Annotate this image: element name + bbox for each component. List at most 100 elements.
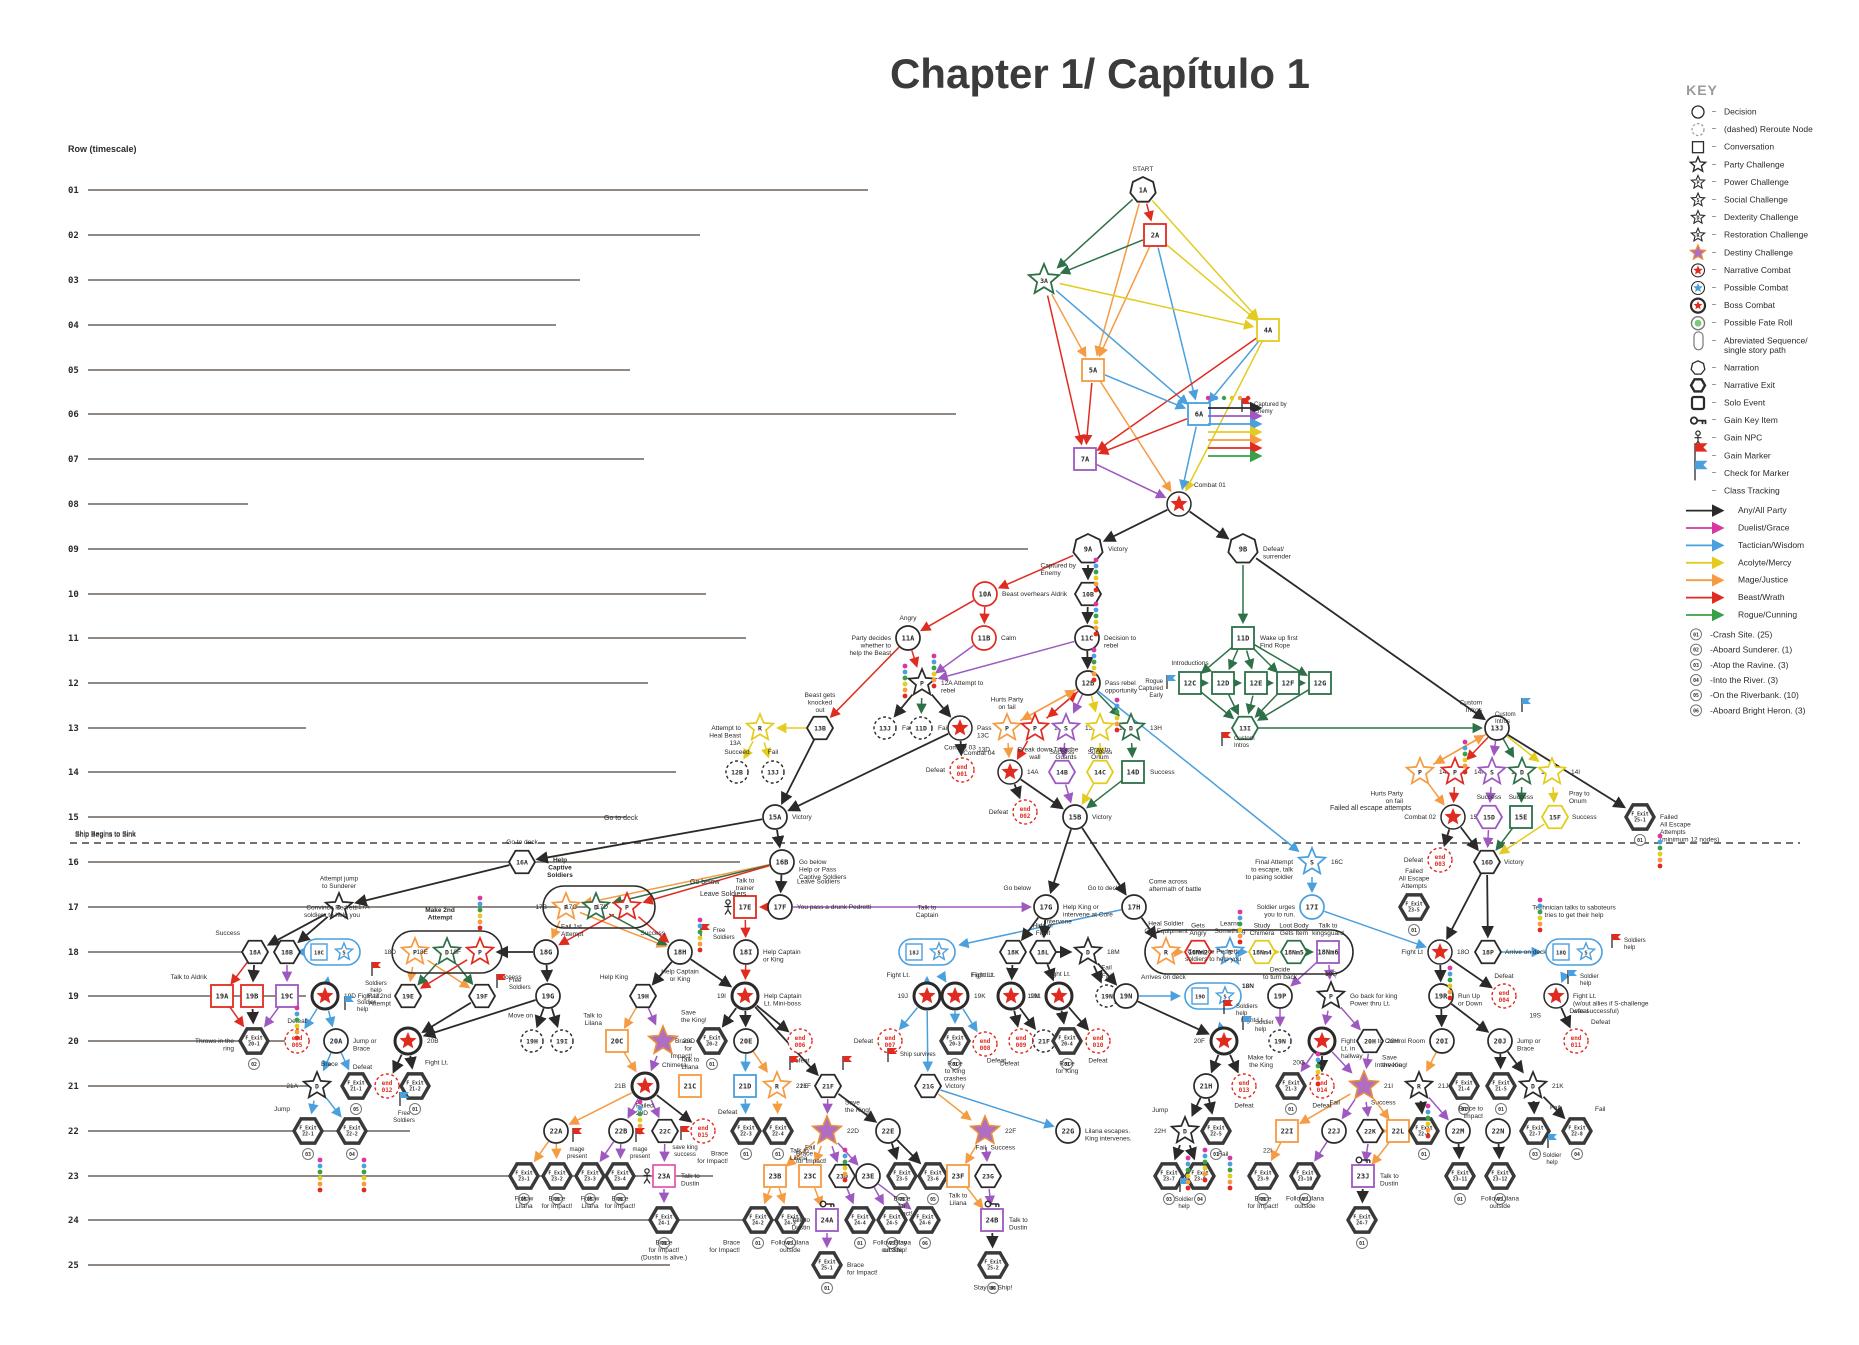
class-tracking-dot-cluster — [1185, 1155, 1191, 1191]
label-text: F_Exit — [245, 1036, 262, 1042]
label-text: 014 — [1317, 1087, 1328, 1094]
edge-15C-e003 — [1441, 829, 1454, 848]
edge-13J-14F — [1465, 736, 1489, 761]
label-text: Defeat — [1591, 1019, 1610, 1026]
edge-22E-f23_5 — [887, 1143, 900, 1161]
label-text: Stay on Ship! — [974, 1285, 1013, 1292]
label-text: 18Nm5 — [1284, 949, 1304, 957]
label-text: 17H — [1128, 904, 1141, 912]
location-badge — [409, 1103, 421, 1115]
edge-20H-21I — [1362, 1053, 1373, 1070]
label-text: 24-4 — [854, 1221, 866, 1227]
node-22D — [810, 1113, 844, 1145]
key-location-label: -Into the River. (3) — [1710, 675, 1778, 685]
label-text: end — [795, 1035, 806, 1042]
location-badge — [706, 1058, 718, 1070]
label-text: – — [1712, 417, 1716, 424]
label-text: mage present — [567, 1147, 587, 1160]
label-text: 12G — [1314, 680, 1327, 688]
edge-20D-21B — [649, 1055, 660, 1072]
label-text: 14I — [1571, 769, 1580, 776]
label-text: Defeat — [1088, 1058, 1107, 1065]
edge-label: Fail — [976, 1145, 987, 1152]
edge-13A-r12B — [743, 740, 754, 760]
edge-16D-18P — [1481, 874, 1495, 939]
gain-npc-icon — [643, 1168, 651, 1184]
edge-20F-e013 — [1227, 1054, 1240, 1074]
label-text: Wake up first Find Rope — [1260, 635, 1298, 649]
label-text: F_Exit — [883, 1215, 900, 1221]
edge-11A-13B — [829, 646, 900, 719]
edge-20B-f21_2 — [404, 1055, 417, 1070]
node-13A: R — [744, 711, 776, 742]
location-badge — [740, 1148, 752, 1160]
label-text: 20G — [1293, 1060, 1305, 1067]
starP-icon: P — [1689, 173, 1707, 190]
edge-13F-14B — [1058, 742, 1070, 759]
label-text: – — [1712, 337, 1716, 344]
label-text: S — [1584, 951, 1587, 957]
edge-15C-16D — [1460, 826, 1479, 852]
edge-13B-15A — [781, 739, 815, 805]
label-text: Follow Lilana — [515, 1196, 534, 1210]
class-tracking-dot-cluster — [931, 653, 937, 689]
node-19H: 19H — [628, 983, 658, 1009]
label-text: 22I — [1263, 1148, 1272, 1155]
key-item-label: Gain NPC — [1724, 433, 1762, 443]
edge-20A-21A — [322, 1052, 333, 1072]
label-text: 18Q — [1556, 951, 1567, 957]
label-text: 05 — [521, 1197, 527, 1203]
square-icon — [1691, 141, 1705, 154]
edge-16B-17D — [642, 864, 770, 905]
edge-19H-20C — [623, 1006, 638, 1029]
label-text: 14B — [1056, 769, 1068, 777]
node-19R: 19R — [1428, 983, 1454, 1009]
label-text: 18H — [674, 949, 687, 957]
label-text: 22-2 — [346, 1132, 358, 1138]
location-badge — [518, 1193, 530, 1205]
location-badge — [1454, 1193, 1466, 1205]
label-text: 18I — [740, 949, 753, 957]
node-14I — [1536, 755, 1568, 786]
node-21G: 21G — [913, 1073, 943, 1099]
label-text: 05 — [930, 1197, 936, 1203]
label-text: Defeat — [1494, 973, 1513, 980]
label-text: D — [315, 1083, 319, 1091]
label-text: Combat 03 — [944, 745, 976, 752]
row-label-11: 11 — [68, 634, 79, 644]
label-text: 14A — [1027, 769, 1039, 776]
label-text: Help Captain or King — [763, 949, 801, 963]
node-16C: S — [1296, 845, 1328, 876]
label-text: Soldiers help — [1624, 938, 1646, 951]
label-text: 23B — [769, 1173, 782, 1181]
label-text: 20-3 — [949, 1042, 961, 1048]
label-text: Save the King! — [1382, 1055, 1408, 1069]
label-text: 21A — [286, 1083, 298, 1090]
label-text: 02 — [251, 1062, 257, 1068]
label-text: Success — [497, 974, 522, 981]
class-tracking-dot-cluster — [361, 1157, 367, 1193]
node-12C: 12C — [1178, 671, 1202, 695]
label-text: Pray to Onum — [1090, 747, 1111, 761]
node-18K: 18K — [998, 939, 1028, 965]
class-tracking-dot-cluster — [1114, 697, 1120, 733]
key-class-label: Any/All Party — [1738, 505, 1787, 515]
node-19M — [1044, 981, 1074, 1011]
label-text: 25-1 — [1634, 818, 1646, 824]
label-text: D — [1183, 1128, 1187, 1136]
label-text: Success — [1509, 794, 1534, 801]
node-2A: 2A — [1143, 223, 1167, 247]
label-text: 23-4 — [614, 1177, 626, 1183]
label-text: 19H — [526, 1038, 538, 1046]
label-text: Decision to rebel — [1104, 635, 1137, 649]
